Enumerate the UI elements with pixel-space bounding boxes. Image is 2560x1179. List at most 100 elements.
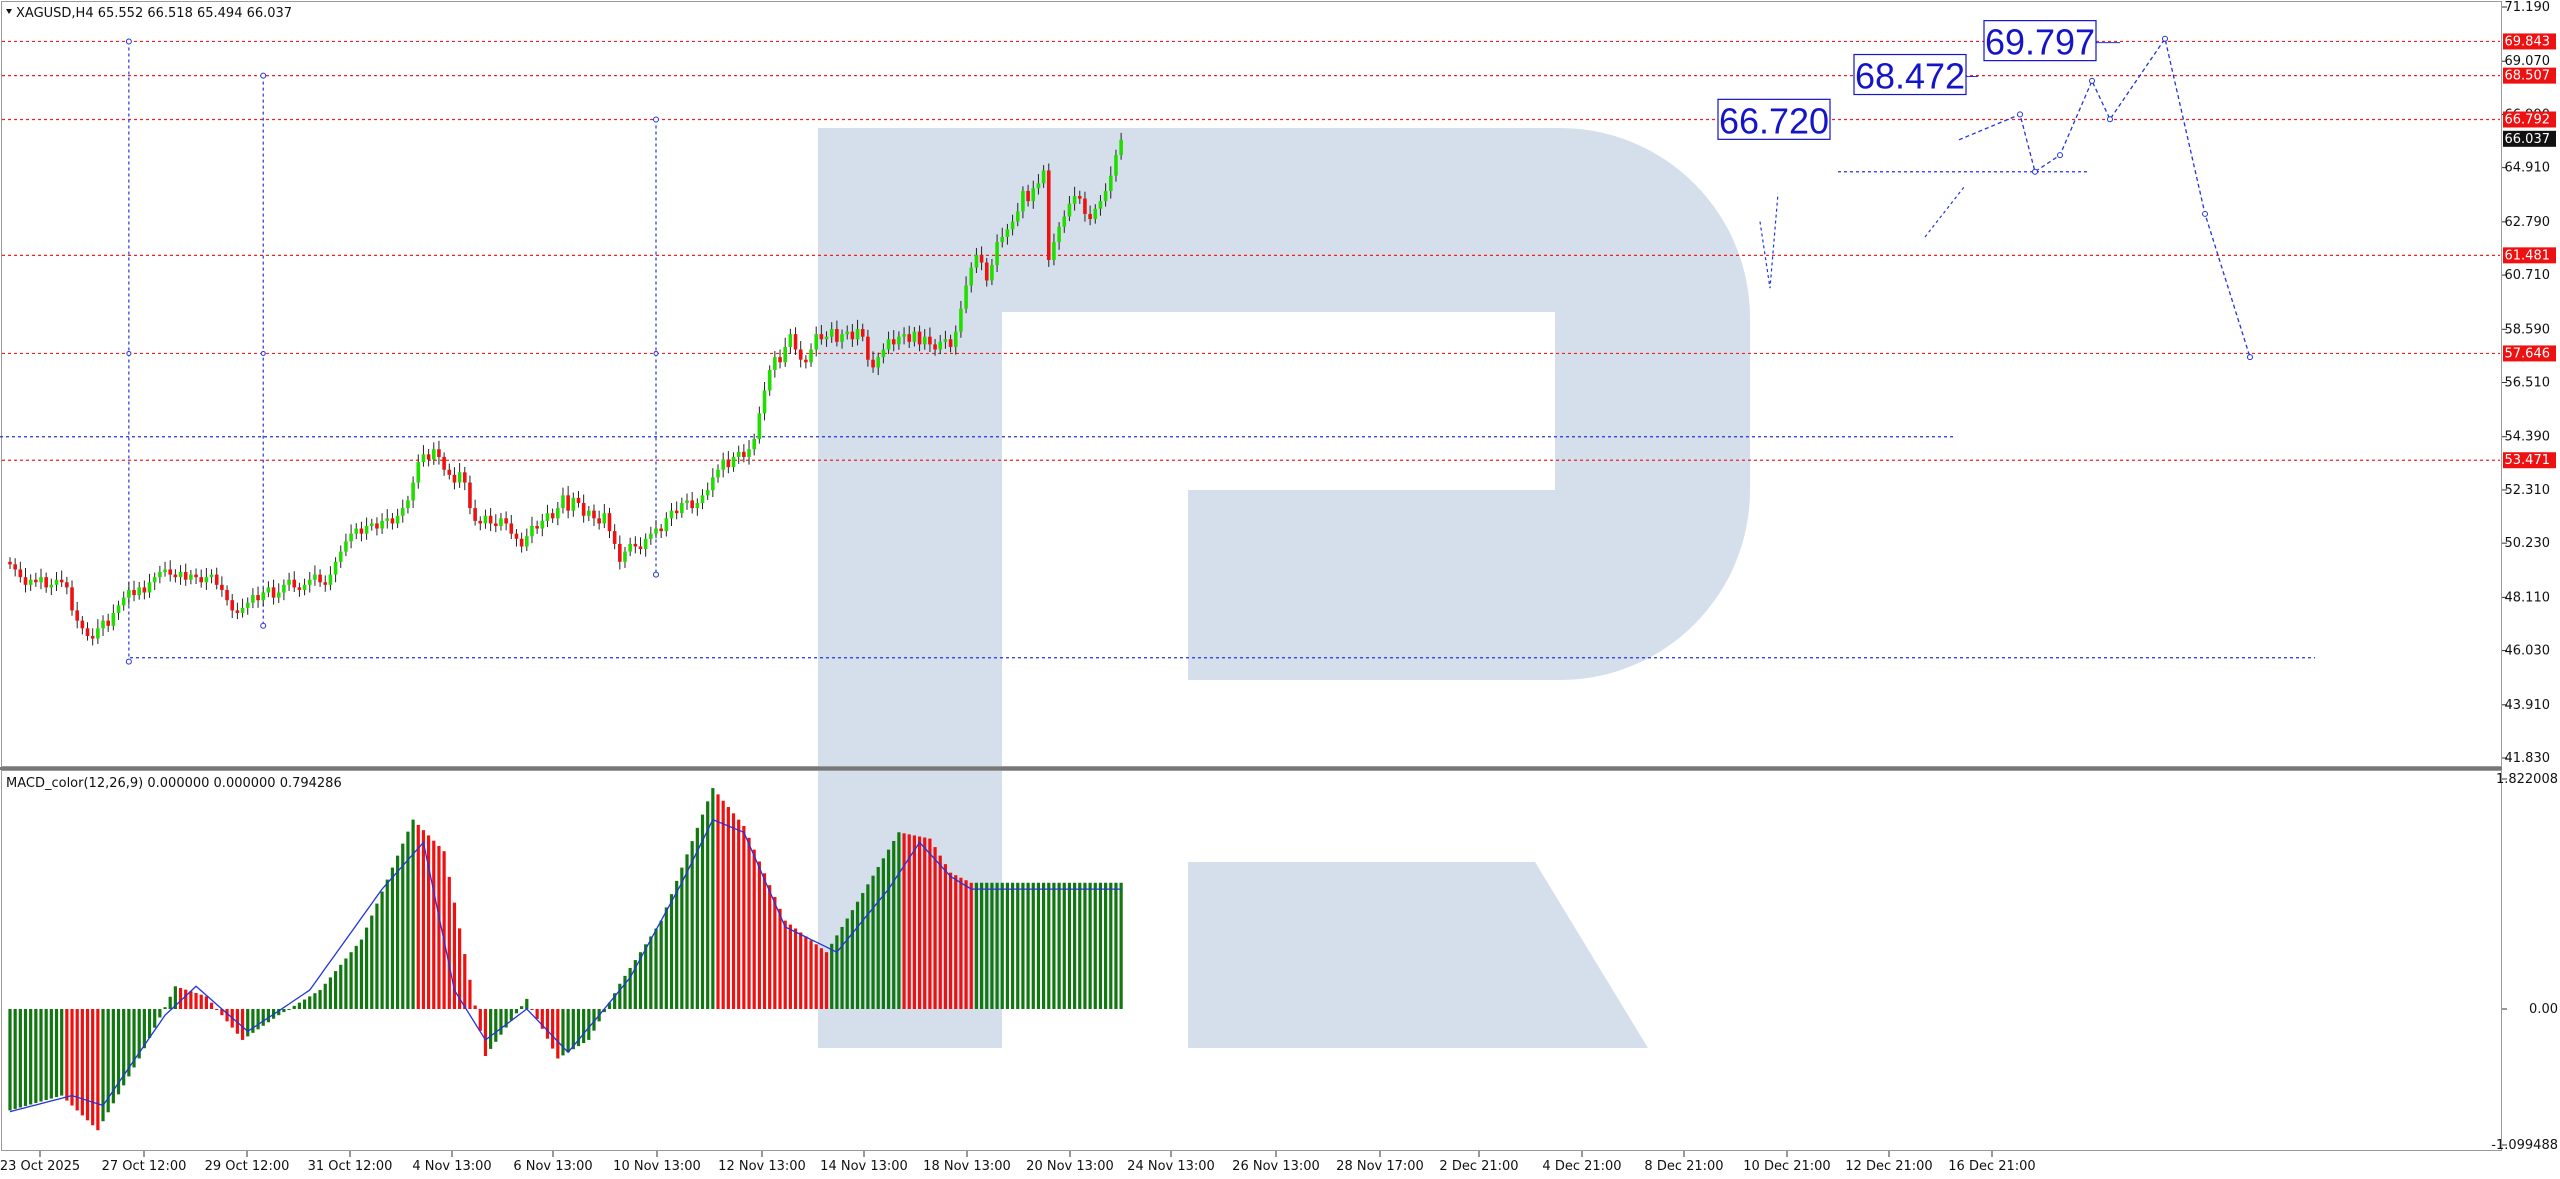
candle-body [375, 523, 379, 529]
candle-body [798, 349, 803, 360]
histogram-bar [866, 884, 870, 1009]
histogram-bar [576, 1009, 581, 1047]
candle-body [318, 574, 322, 583]
histogram-bar [132, 1009, 136, 1068]
candle-body [478, 520, 483, 524]
histogram-bar [189, 991, 193, 1009]
candle-body [907, 334, 912, 342]
candle-body [442, 456, 446, 470]
candle-body [416, 462, 421, 483]
time-tick-label: 16 Dec 21:00 [1948, 1159, 2035, 1174]
candle-body [1114, 155, 1118, 176]
histogram-bar [158, 1009, 162, 1018]
histogram-bar [793, 928, 798, 1009]
candle-body [1005, 229, 1010, 237]
price-tag-bg [2503, 345, 2556, 362]
candle-body [804, 359, 808, 363]
candle-body [287, 579, 291, 585]
histogram-bar [773, 896, 777, 1009]
histogram-bar [618, 983, 622, 1009]
histogram-bar [706, 801, 710, 1009]
histogram-bar [447, 876, 451, 1009]
candle-body [302, 584, 307, 590]
symbol-header-text: XAGUSD,H4 65.552 66.518 65.494 66.037 [16, 6, 292, 21]
candle-body [364, 525, 369, 534]
price-tag-label: 69.843 [2505, 34, 2551, 49]
histogram-bar [566, 1009, 570, 1053]
candle-body [891, 339, 896, 345]
histogram-bar [302, 999, 307, 1009]
candle-body [979, 254, 984, 263]
candle-body [1103, 190, 1108, 202]
histogram-bar [861, 893, 865, 1009]
histogram-bar [752, 849, 756, 1009]
price-tick-label: 56.510 [2505, 376, 2551, 391]
time-tick-label: 12 Nov 13:00 [718, 1159, 806, 1174]
histogram-bar [1119, 882, 1123, 1009]
histogram-bar [153, 1009, 157, 1028]
histogram-bar [209, 1002, 214, 1009]
histogram-bar [954, 875, 958, 1009]
candle-body [256, 595, 260, 601]
candle-body [974, 254, 979, 268]
candle-body [711, 477, 715, 491]
price-tag-bg [2503, 247, 2556, 264]
candle-body [168, 569, 173, 575]
forecast-node [2107, 116, 2113, 123]
histogram-bar [700, 814, 705, 1009]
projection-marker [260, 350, 266, 356]
histogram-bar [1062, 882, 1066, 1009]
histogram-bar [116, 1009, 121, 1095]
candle-body [871, 359, 875, 368]
histogram-bar [1026, 882, 1030, 1009]
indicator-pane-frame [1, 770, 2502, 1151]
histogram-bar [969, 882, 973, 1009]
histogram-bar [995, 882, 999, 1009]
level-price-tag: 69.843 [2503, 33, 2556, 50]
histogram-bar [427, 835, 431, 1009]
level-lines [0, 40, 2500, 659]
candle-body [1031, 188, 1036, 202]
candle-body [664, 518, 669, 532]
histogram-bar [830, 943, 834, 1009]
histogram-bar [933, 847, 937, 1009]
candle-body [183, 572, 188, 580]
candle-body [928, 336, 932, 345]
histogram-bar [204, 996, 208, 1009]
candle-body [638, 546, 643, 550]
histogram-bar [194, 993, 198, 1009]
histogram-bar [871, 875, 875, 1009]
candle-body [1067, 203, 1072, 217]
candle-body [34, 579, 38, 583]
forecast-label-text: 66.720 [1719, 100, 1829, 141]
macd-signal-line [9, 818, 1122, 1113]
candle-body [111, 612, 116, 626]
candle-body [251, 595, 255, 603]
candle-body [1046, 170, 1051, 260]
histogram-bar [199, 994, 203, 1009]
candle-body [1052, 242, 1056, 260]
histogram-bar [974, 882, 979, 1009]
level-price-tag: 57.646 [2503, 345, 2556, 362]
candle-body [649, 533, 653, 539]
candle-body [96, 628, 100, 639]
candle-body [225, 589, 229, 601]
histogram-bar [106, 1009, 110, 1113]
projection-marker [260, 72, 267, 79]
histogram-bar [101, 1009, 105, 1122]
histogram-bar [680, 867, 684, 1009]
candle-body [587, 510, 591, 516]
histogram-bar [938, 855, 942, 1009]
time-tick-label: 10 Nov 13:00 [613, 1159, 701, 1174]
histogram-bar [659, 920, 663, 1009]
candle-body [137, 587, 141, 596]
histogram-bar [902, 833, 906, 1009]
candle-body [550, 513, 555, 519]
histogram-bar [979, 882, 984, 1009]
candle-body [406, 500, 410, 509]
histogram-bar [959, 877, 963, 1009]
candle-body [240, 607, 245, 613]
forecast-label-text: 68.472 [1855, 56, 1965, 97]
histogram-bar [556, 1009, 560, 1059]
candle-body [75, 610, 79, 621]
